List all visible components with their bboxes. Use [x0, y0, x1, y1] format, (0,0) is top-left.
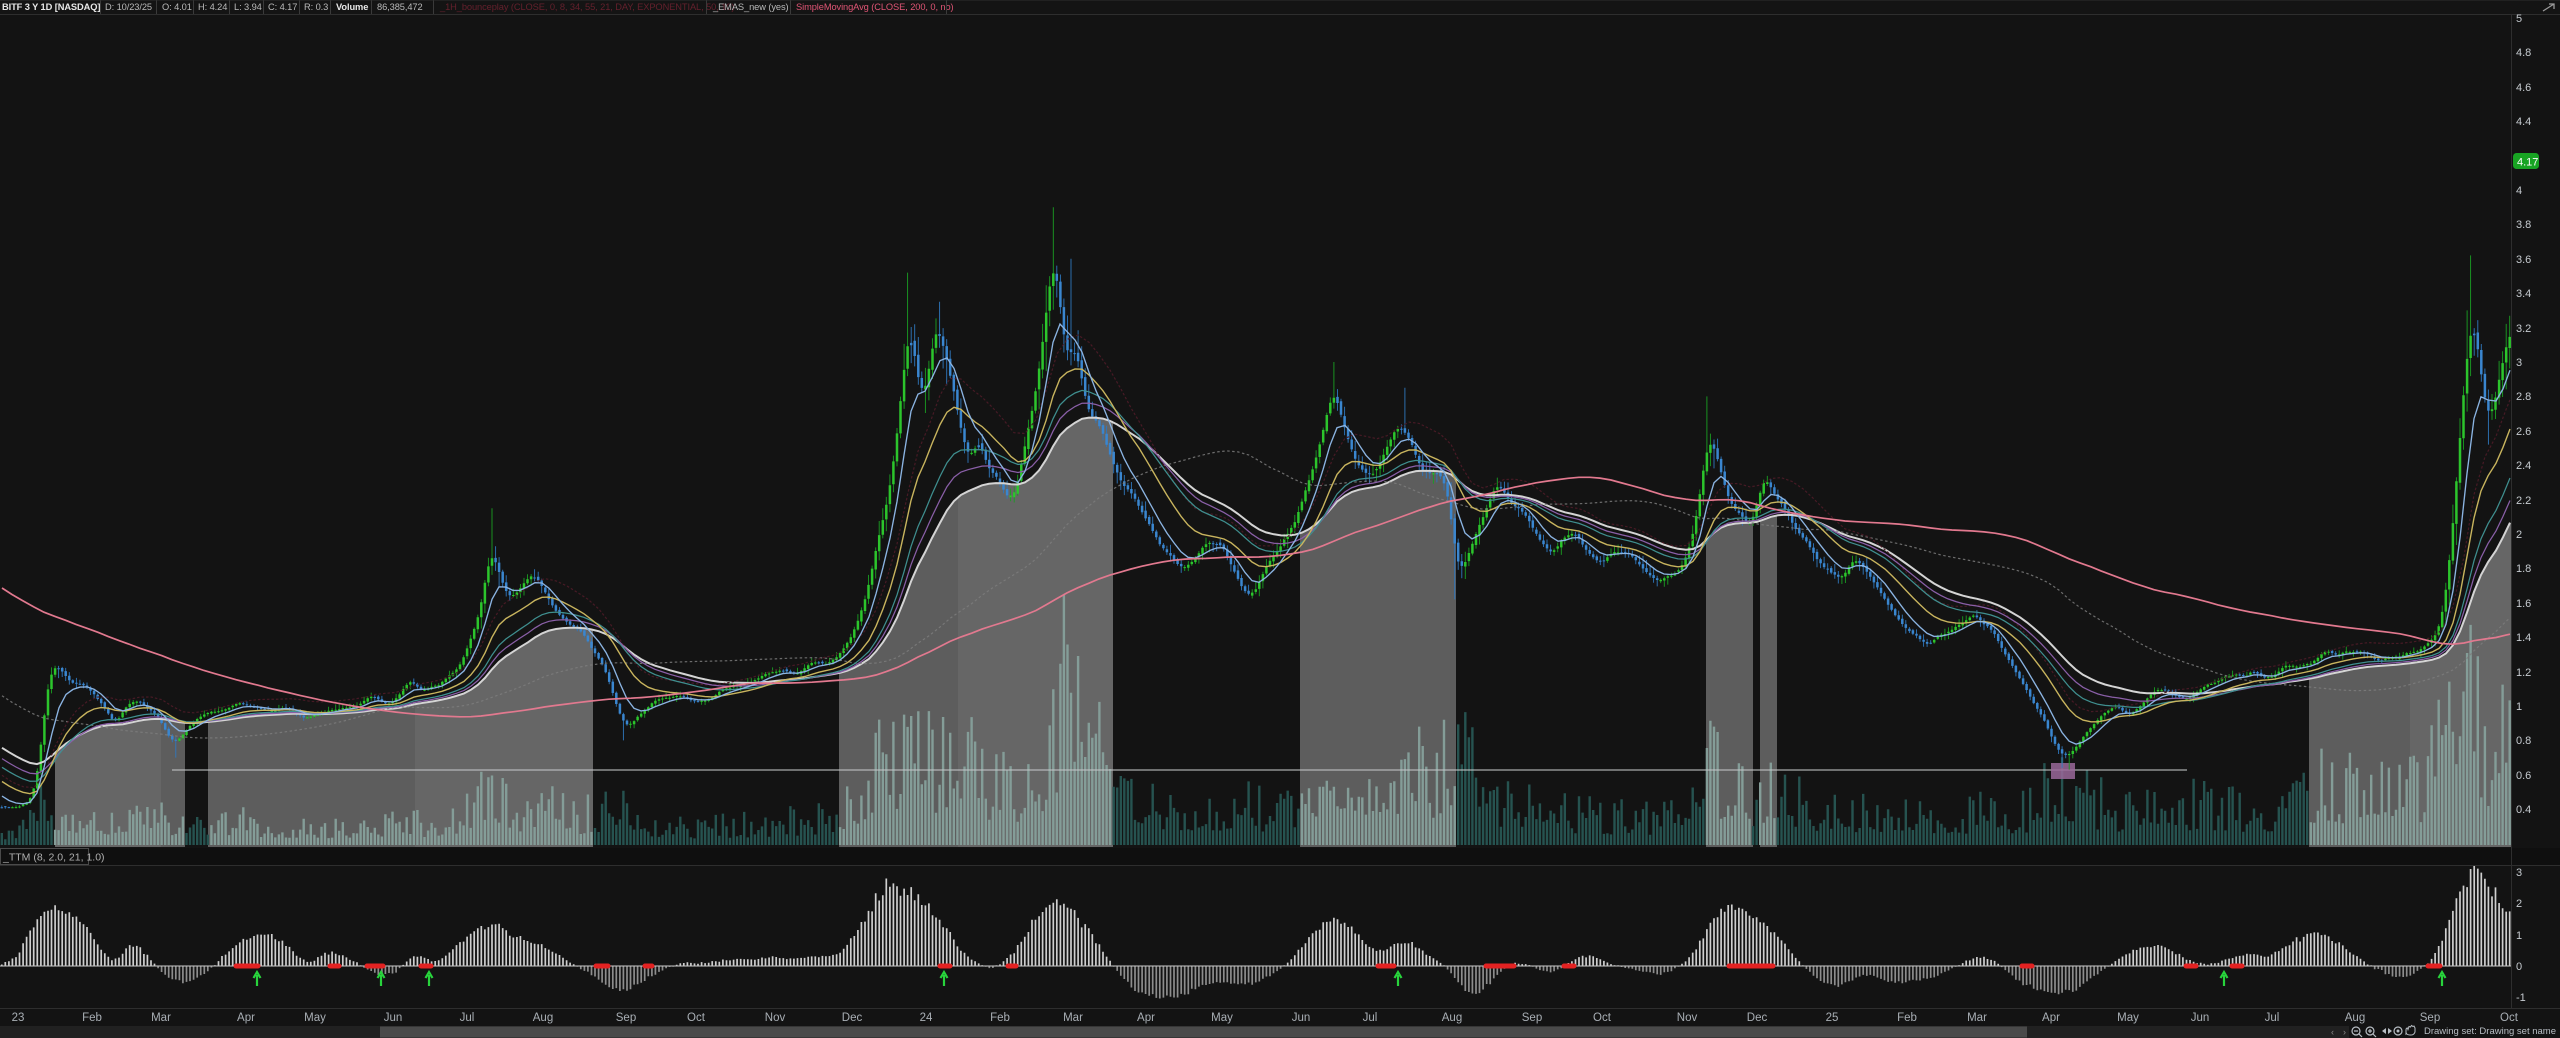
svg-text:4.4: 4.4 [2516, 116, 2531, 128]
svg-text:Feb: Feb [1897, 1012, 1917, 1024]
svg-text:86,385,472: 86,385,472 [377, 2, 423, 12]
svg-text:4.17: 4.17 [2517, 157, 2538, 169]
svg-text:SimpleMovingAvg (CLOSE, 200, 0: SimpleMovingAvg (CLOSE, 200, 0, no) [796, 2, 954, 12]
svg-text:O: 4.01: O: 4.01 [162, 2, 192, 12]
svg-text:0.4: 0.4 [2516, 804, 2531, 816]
svg-text:3.4: 3.4 [2516, 288, 2531, 300]
svg-text:1.4: 1.4 [2516, 632, 2531, 644]
svg-text:_1H_bounceplay (CLOSE, 0, 8, 3: _1H_bounceplay (CLOSE, 0, 8, 34, 55, 21,… [439, 2, 734, 12]
svg-text:4.6: 4.6 [2516, 82, 2531, 94]
svg-text:Oct: Oct [1593, 1012, 1612, 1024]
svg-text:3.6: 3.6 [2516, 254, 2531, 266]
svg-text:Dec: Dec [1747, 1012, 1768, 1024]
svg-text:H: 4.24: H: 4.24 [198, 2, 227, 12]
svg-text:Jul: Jul [2265, 1012, 2280, 1024]
svg-text:3.2: 3.2 [2516, 323, 2531, 335]
svg-text:24: 24 [920, 1012, 933, 1024]
svg-text:_TTM (8, 2.0, 21, 1.0): _TTM (8, 2.0, 21, 1.0) [2, 852, 105, 864]
svg-text:Jun: Jun [1292, 1012, 1311, 1024]
svg-text:Aug: Aug [2345, 1012, 2365, 1024]
svg-text:May: May [304, 1012, 326, 1024]
svg-text:Aug: Aug [1442, 1012, 1462, 1024]
svg-text:Oct: Oct [687, 1012, 706, 1024]
svg-text:Sep: Sep [616, 1012, 636, 1024]
svg-text:-1: -1 [2516, 992, 2526, 1004]
svg-text:25: 25 [1826, 1012, 1839, 1024]
svg-text:2.4: 2.4 [2516, 460, 2531, 472]
svg-text:1.8: 1.8 [2516, 563, 2531, 575]
svg-text:Feb: Feb [990, 1012, 1010, 1024]
svg-text:BITF 3 Y 1D [NASDAQ]: BITF 3 Y 1D [NASDAQ] [2, 2, 100, 12]
svg-text:Nov: Nov [765, 1012, 786, 1024]
svg-text:_EMAS_new (yes): _EMAS_new (yes) [712, 2, 789, 12]
svg-text:›: › [2343, 1027, 2346, 1037]
svg-text:Oct: Oct [2500, 1012, 2519, 1024]
svg-text:3: 3 [2516, 357, 2522, 369]
svg-text:‹: ‹ [2331, 1027, 2334, 1037]
svg-text:Jul: Jul [460, 1012, 475, 1024]
svg-text:3: 3 [2516, 867, 2522, 879]
svg-text:0.6: 0.6 [2516, 770, 2531, 782]
svg-text:0: 0 [2516, 961, 2522, 973]
svg-text:Sep: Sep [2420, 1012, 2440, 1024]
svg-text:R: 0.3: R: 0.3 [304, 2, 328, 12]
svg-text:Drawing set: Drawing set name: Drawing set: Drawing set name [2424, 1026, 2556, 1037]
svg-text:Mar: Mar [151, 1012, 171, 1024]
svg-text:Jun: Jun [384, 1012, 403, 1024]
svg-text:Feb: Feb [82, 1012, 102, 1024]
svg-text:2.6: 2.6 [2516, 426, 2531, 438]
svg-text:Apr: Apr [237, 1012, 255, 1024]
svg-text:1.2: 1.2 [2516, 667, 2531, 679]
svg-text:0.8: 0.8 [2516, 735, 2531, 747]
svg-text:May: May [2117, 1012, 2139, 1024]
svg-text:Aug: Aug [533, 1012, 553, 1024]
svg-text:3.8: 3.8 [2516, 219, 2531, 231]
svg-text:5: 5 [2516, 13, 2522, 25]
svg-text:Mar: Mar [1063, 1012, 1083, 1024]
svg-text:Dec: Dec [842, 1012, 863, 1024]
svg-text:May: May [1211, 1012, 1233, 1024]
svg-text:4: 4 [2516, 185, 2522, 197]
svg-text:Jul: Jul [1363, 1012, 1378, 1024]
svg-text:C: 4.17: C: 4.17 [268, 2, 297, 12]
svg-text:Apr: Apr [1137, 1012, 1155, 1024]
svg-text:Mar: Mar [1967, 1012, 1987, 1024]
svg-text:23: 23 [12, 1012, 25, 1024]
svg-text:Nov: Nov [1677, 1012, 1698, 1024]
svg-text:1: 1 [2516, 930, 2522, 942]
svg-text:D: 10/23/25: D: 10/23/25 [105, 2, 152, 12]
svg-text:Sep: Sep [1522, 1012, 1542, 1024]
svg-text:Volume: Volume [336, 2, 368, 12]
svg-text:Jun: Jun [2191, 1012, 2210, 1024]
svg-text:2.2: 2.2 [2516, 495, 2531, 507]
svg-text:L: 3.94: L: 3.94 [234, 2, 262, 12]
svg-text:1: 1 [2516, 701, 2522, 713]
svg-text:2: 2 [2516, 898, 2522, 910]
svg-text:2: 2 [2516, 529, 2522, 541]
svg-text:Apr: Apr [2042, 1012, 2060, 1024]
svg-text:2.8: 2.8 [2516, 391, 2531, 403]
svg-text:4.8: 4.8 [2516, 47, 2531, 59]
svg-text:1.6: 1.6 [2516, 598, 2531, 610]
